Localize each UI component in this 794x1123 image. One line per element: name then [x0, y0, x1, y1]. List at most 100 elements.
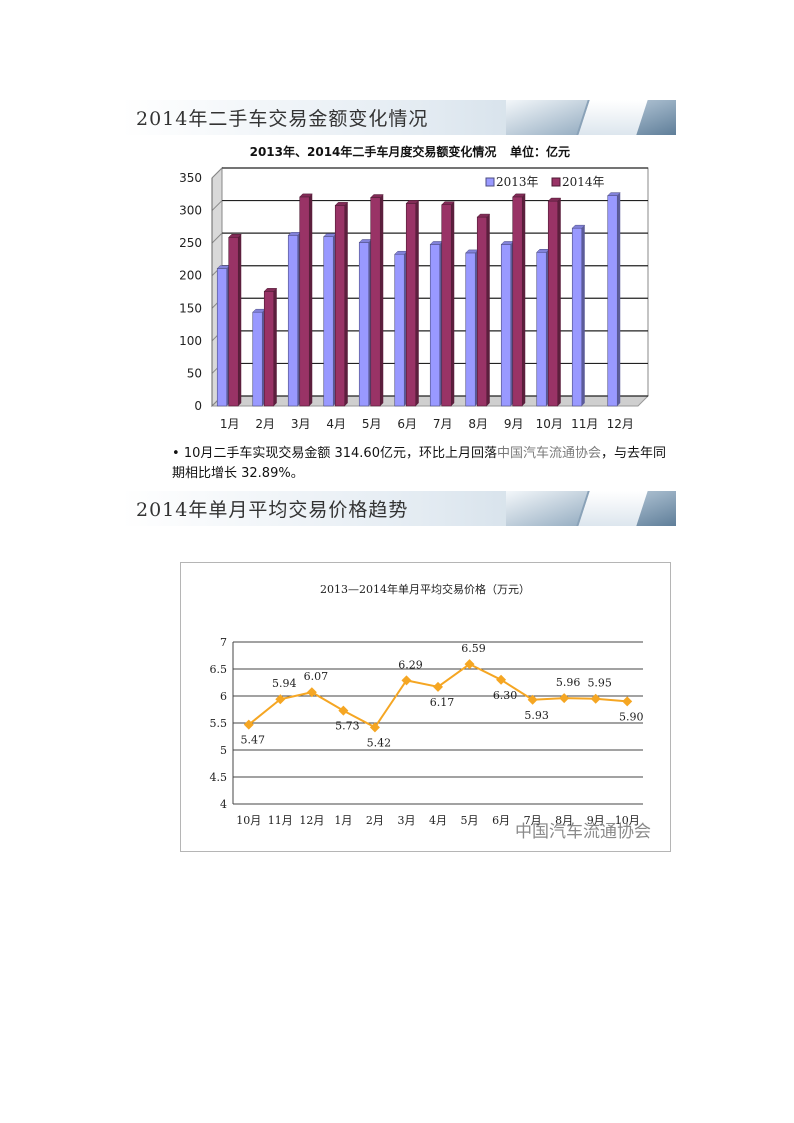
data-label: 5.94: [272, 677, 297, 690]
bar-front: [287, 235, 299, 407]
note-watermark: 中国汽车流通协会: [496, 446, 601, 461]
data-label: 6.30: [493, 689, 517, 702]
y-tick-label: 50: [187, 366, 202, 380]
data-label: 5.73: [335, 720, 360, 733]
banner-decoration: [576, 100, 648, 135]
data-point: [338, 705, 349, 716]
chart-title: 2013年、2014年二手车月度交易额变化情况: [250, 144, 497, 159]
bar-front: [536, 251, 547, 407]
bar: [441, 201, 455, 407]
bullet: •: [172, 446, 180, 461]
gridline-depth: [211, 200, 223, 211]
chart-unit-label: 单位：亿元: [510, 144, 570, 159]
bar-front: [299, 196, 310, 407]
x-tick-label: 5月: [461, 814, 479, 827]
bar: [429, 241, 444, 407]
bar: [571, 224, 586, 407]
bar-front: [252, 311, 263, 407]
bar-front: [500, 244, 512, 407]
data-label: 6.07: [304, 670, 329, 683]
bar-side: [486, 214, 490, 406]
legend-swatch: [485, 177, 495, 187]
bar: [299, 193, 313, 407]
bar-side: [238, 234, 242, 406]
x-tick-label: 11月: [571, 417, 598, 431]
x-tick-label: 10月: [536, 417, 563, 431]
chart-watermark: 中国汽车流通协会: [515, 822, 651, 842]
banner-title: 2014年二手车交易金额变化情况: [136, 108, 429, 130]
bar-front: [547, 200, 559, 407]
y-tick-label: 300: [179, 204, 202, 218]
bar-top: [607, 192, 621, 196]
bar: [476, 213, 491, 407]
bar-side: [557, 198, 561, 406]
y-tick-label: 150: [179, 301, 202, 315]
x-tick-label: 2月: [366, 814, 384, 827]
y-tick-label: 5: [220, 744, 227, 757]
x-tick-label: 4月: [429, 814, 447, 827]
banner-title: 2014年单月平均交易价格趋势: [136, 499, 409, 521]
note-text-tail: ，与去年同期相比增长 32.89%。: [172, 446, 667, 481]
bar-front: [405, 203, 417, 407]
monthly-transaction-bar-chart: 2013年、2014年二手车月度交易额变化情况 单位：亿元 0 50 100 150 2…: [179, 144, 650, 431]
x-tick-label: 6月: [492, 814, 510, 827]
x-tick-label: 6月: [397, 417, 417, 431]
data-point: [433, 681, 443, 692]
bar-side: [415, 200, 419, 406]
y-tick-label: 6: [220, 690, 227, 703]
x-tick-label: 3月: [397, 814, 415, 827]
data-point: [622, 696, 633, 707]
data-label: 6.17: [430, 696, 455, 709]
y-tick-label: 7: [220, 636, 227, 649]
bar-front: [323, 236, 334, 407]
bar-front: [228, 236, 239, 407]
bar-front: [394, 253, 405, 407]
bar-side: [309, 193, 313, 406]
y-tick-label: 5.5: [210, 717, 228, 730]
bar: [358, 239, 373, 407]
legend-label: 2014年: [562, 175, 605, 189]
data-point: [401, 675, 412, 686]
bar: [287, 232, 302, 407]
chart-title: 2013—2014年单月平均交易价格（万元）: [320, 582, 530, 596]
data-label: 6.59: [461, 642, 486, 655]
y-tick-label: 350: [179, 171, 202, 185]
data-point: [496, 674, 507, 685]
x-tick-label: 12月: [299, 814, 324, 827]
x-tick-label: 1月: [220, 417, 240, 431]
bar-side: [273, 288, 277, 406]
data-point: [369, 722, 380, 733]
gridline-depth: [211, 167, 223, 179]
y-tick-label: 6.5: [210, 663, 228, 676]
section-banner-average-price: 2014年单月平均交易价格趋势: [122, 491, 676, 526]
bar: [512, 193, 526, 407]
bar: [607, 192, 621, 407]
bar-front: [263, 291, 275, 407]
gridline-depth: [211, 232, 223, 244]
chart-legend: 2013年 2014年: [485, 175, 605, 189]
bar-side: [522, 193, 526, 406]
bar: [263, 288, 278, 407]
bar-front: [441, 204, 452, 407]
bar: [547, 197, 562, 407]
data-label: 5.96: [556, 676, 581, 689]
y-tick-label: 4: [220, 798, 227, 811]
x-tick-label: 10月: [615, 814, 640, 827]
data-point: [464, 659, 475, 670]
legend-label: 2013年: [496, 175, 539, 189]
data-point: [559, 693, 570, 704]
note-text: 10月二手车实现交易金额 314.60亿元，环比上月回落: [183, 446, 497, 461]
data-point: [275, 694, 286, 705]
data-point: [590, 693, 601, 704]
bar-front: [334, 205, 346, 407]
section-banner-transaction-amount: 2014年二手车交易金额变化情况: [122, 100, 676, 135]
bar: [323, 233, 337, 407]
data-point: [527, 694, 538, 705]
x-tick-label: 7月: [433, 417, 453, 431]
x-tick-label: 9月: [504, 417, 524, 431]
bar-front: [429, 244, 441, 407]
bar: [370, 194, 384, 407]
bar: [465, 249, 479, 407]
bar: [334, 202, 349, 407]
bar: [394, 250, 408, 407]
